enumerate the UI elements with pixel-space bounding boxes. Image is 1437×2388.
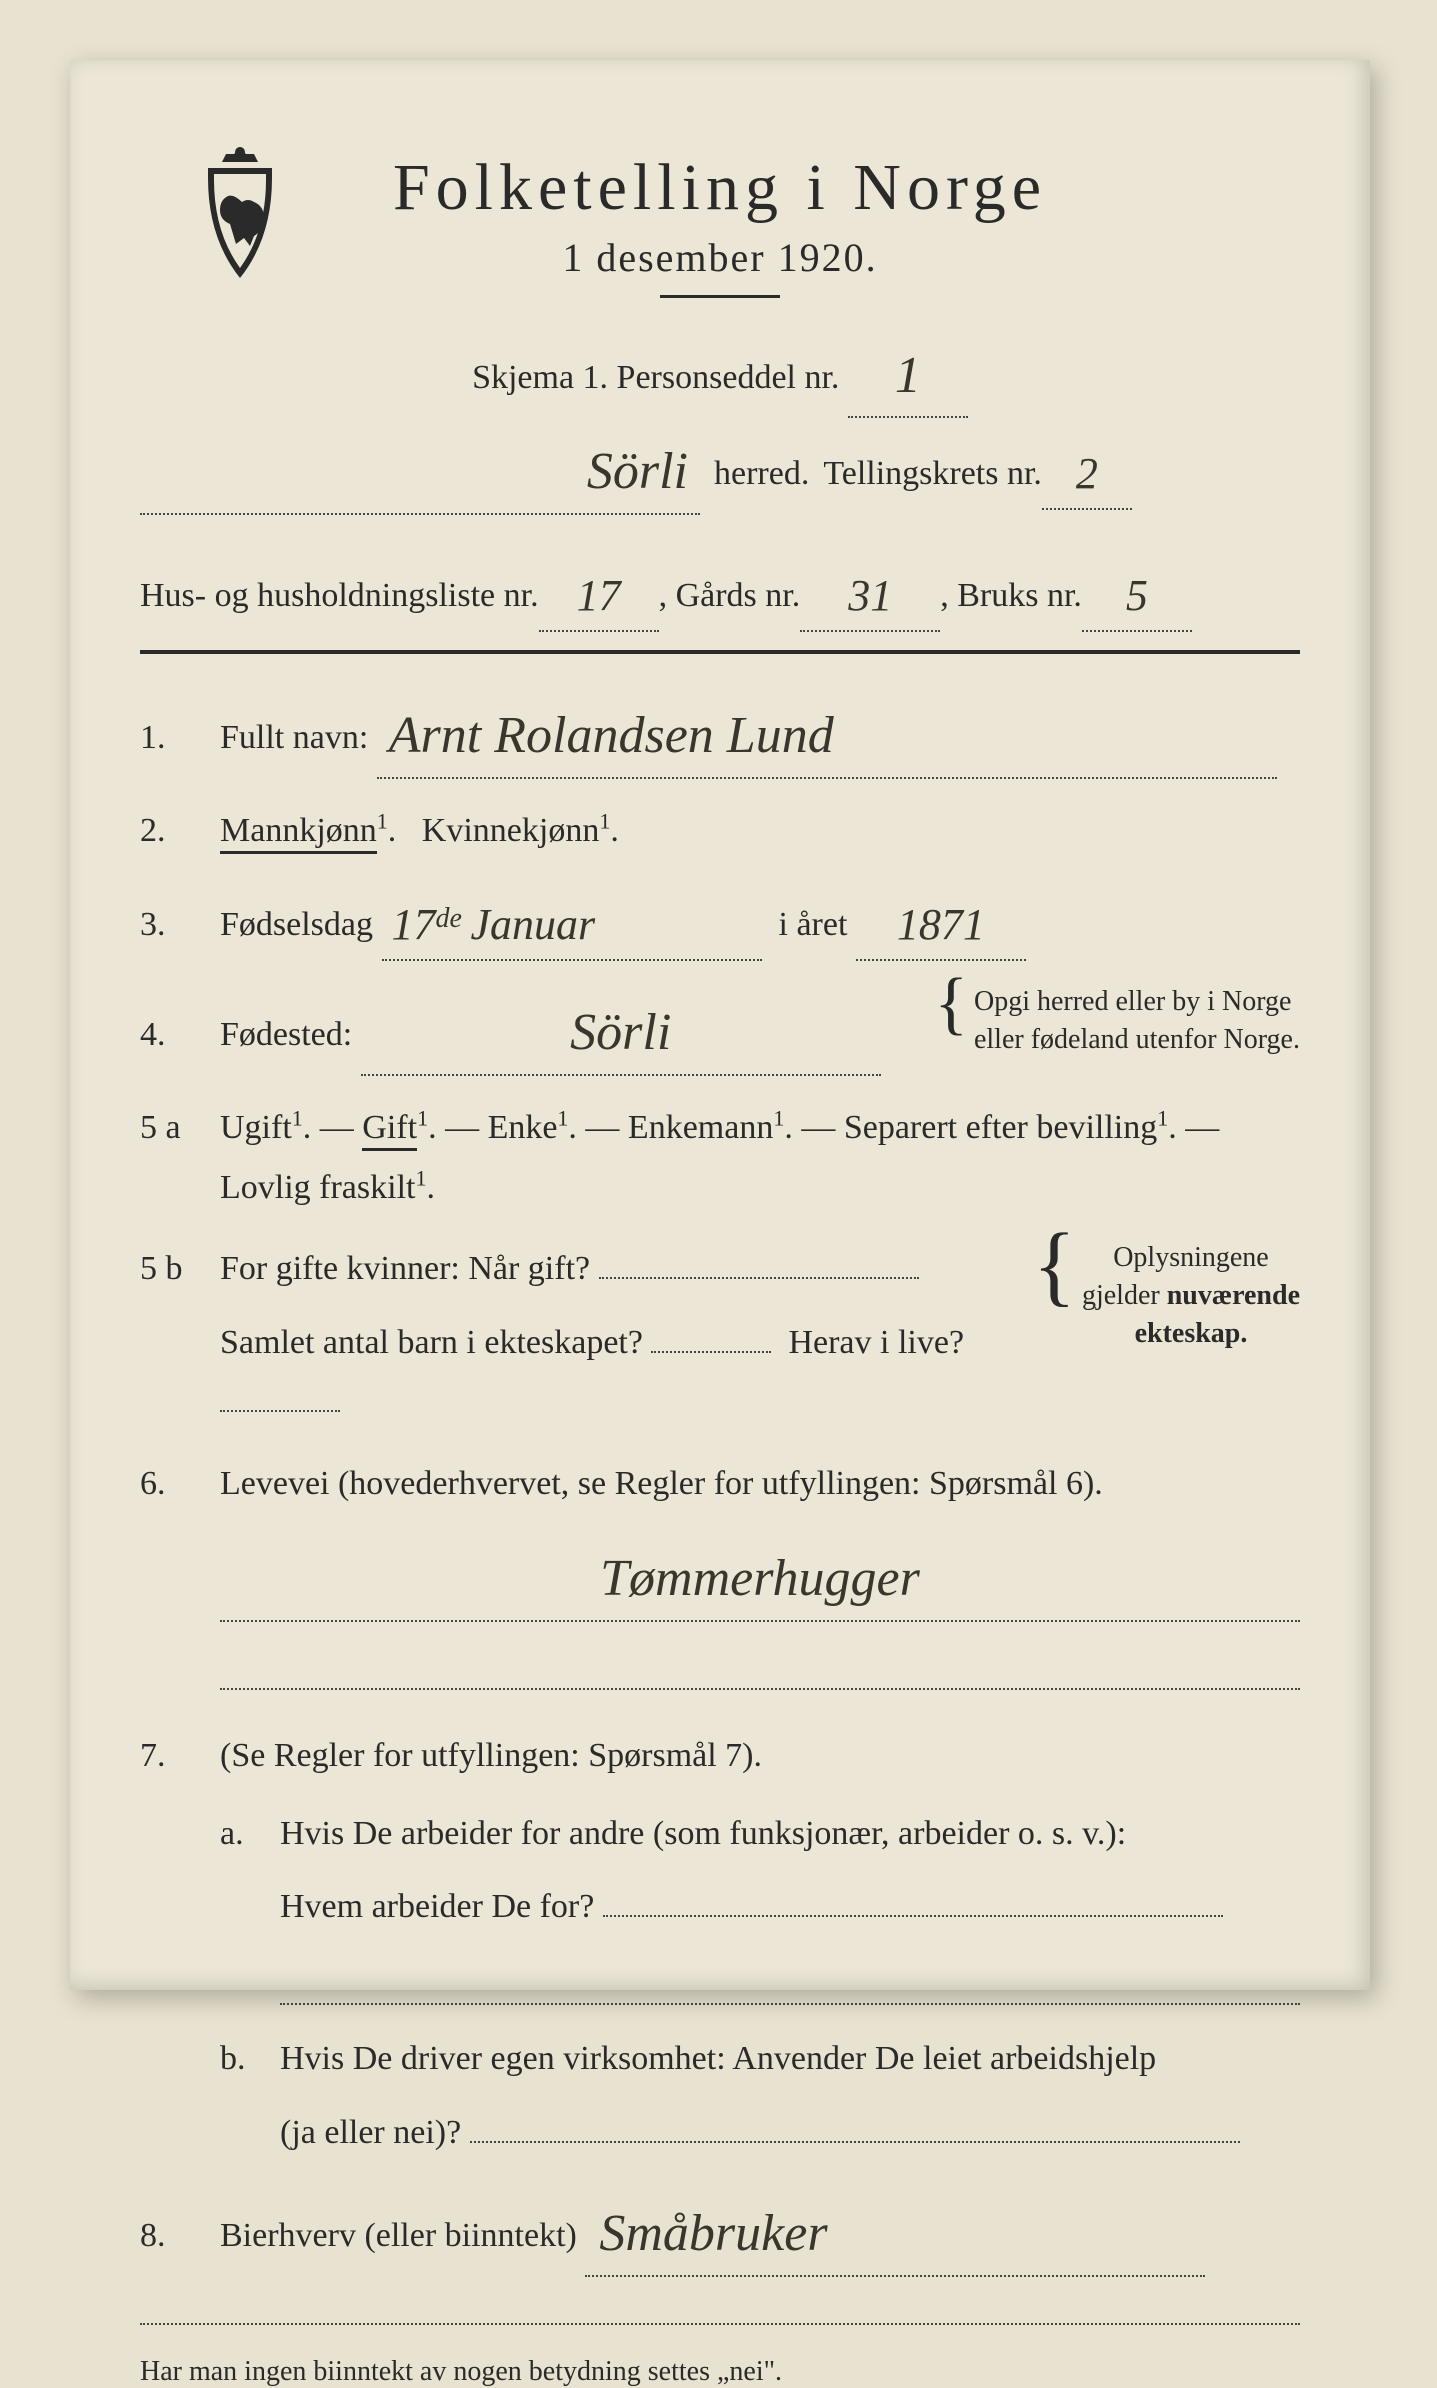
- q4-label: Fødested:: [220, 1016, 352, 1053]
- q5b-num: 5 b: [140, 1250, 220, 1288]
- q5b-row: 5 b For gifte kvinner: Når gift? Samlet …: [140, 1239, 1300, 1432]
- q5b-note-l3: ekteskap.: [1082, 1315, 1300, 1353]
- q4-note-l1: Opgi herred eller by i Norge: [974, 983, 1300, 1021]
- q8-label: Bierhverv (eller biinntekt): [220, 2217, 577, 2254]
- husliste-label: Hus- og husholdningsliste nr.: [140, 567, 539, 625]
- bruks-nr: 5: [1126, 571, 1148, 620]
- tellingskrets-nr: 2: [1076, 449, 1098, 498]
- divider-rule: [140, 650, 1300, 654]
- q6-row: 6. Levevei (hovederhvervet, se Regler fo…: [140, 1454, 1300, 1705]
- q1-label: Fullt navn:: [220, 719, 368, 756]
- q5b-l1: For gifte kvinner: Når gift?: [220, 1250, 590, 1287]
- q5a-num: 5 a: [140, 1109, 220, 1147]
- q4-row: 4. Fødested: Sörli { Opgi herred eller b…: [140, 983, 1300, 1076]
- q3-year: 1871: [897, 900, 985, 949]
- q2-num: 2.: [140, 812, 220, 850]
- bruks-label: , Bruks nr.: [940, 567, 1082, 625]
- q5b-note-l2: gjelder nuværende: [1082, 1277, 1300, 1315]
- list-numbers-row: Hus- og husholdningsliste nr. 17 , Gårds…: [140, 555, 1300, 632]
- gards-label: , Gårds nr.: [659, 567, 801, 625]
- q3-year-label: i året: [779, 906, 848, 943]
- q1-num: 1.: [140, 719, 220, 757]
- q7-row: 7. (Se Regler for utfyllingen: Spørsmål …: [140, 1726, 1300, 2162]
- herred-value: Sörli: [587, 443, 688, 500]
- brace-icon: {: [934, 983, 968, 1025]
- q3-day: 17: [392, 900, 436, 949]
- q3-month: Januar: [470, 900, 595, 949]
- q5b-note-l1: Oplysningene: [1082, 1239, 1300, 1277]
- husliste-nr: 17: [577, 571, 621, 620]
- q5b-note: Oplysningene gjelder nuværende ekteskap.: [1082, 1239, 1300, 1352]
- q5a-gift: Gift: [362, 1109, 417, 1151]
- q2-mann: Mannkjønn: [220, 812, 377, 854]
- q4-note-l2: eller fødeland utenfor Norge.: [974, 1021, 1300, 1059]
- q7-num: 7.: [140, 1737, 220, 1775]
- form-date: 1 desember 1920.: [140, 234, 1300, 281]
- tellingskrets-label: Tellingskrets nr.: [823, 445, 1042, 503]
- q7a-l1: Hvis De arbeider for andre (som funksjon…: [280, 1804, 1300, 1864]
- q3-row: 3. Fødselsdag 17de Januar i året 1871: [140, 882, 1300, 961]
- q7a-blank-line: [280, 1951, 1300, 2005]
- q4-value: Sörli: [570, 1004, 671, 1061]
- q5a-separert: Separert efter bevilling: [844, 1109, 1157, 1146]
- q8-row: 8. Bierhverv (eller biinntekt) Småbruker: [140, 2184, 1300, 2277]
- footer-note: Har man ingen biinntekt av nogen betydni…: [140, 2355, 1300, 2388]
- q5a-ugift: Ugift: [220, 1109, 292, 1146]
- personseddel-nr: 1: [895, 347, 921, 404]
- q4-num: 4.: [140, 1016, 220, 1054]
- q2-dot1: .: [388, 812, 397, 849]
- q2-sup1: 1: [377, 808, 388, 833]
- bottom-rule: [140, 2299, 1300, 2325]
- coat-of-arms-icon: [180, 140, 300, 290]
- q4-note: Opgi herred eller by i Norge eller fødel…: [974, 983, 1300, 1059]
- q2-dot2: .: [610, 812, 619, 849]
- q1-value: Arnt Rolandsen Lund: [389, 707, 834, 764]
- skjema-line: Skjema 1. Personseddel nr. 1: [140, 328, 1300, 418]
- q6-label: Levevei (hovederhvervet, se Regler for u…: [220, 1454, 1300, 1514]
- q8-num: 8.: [140, 2217, 220, 2255]
- q7b-l2: (ja eller nei)?: [280, 2114, 461, 2151]
- q5a-lovlig: Lovlig fraskilt: [220, 1169, 415, 1206]
- q5a-enke: Enke: [488, 1109, 558, 1146]
- q7-label: (Se Regler for utfyllingen: Spørsmål 7).: [220, 1726, 1300, 1786]
- q5b-l2b: Herav i live?: [788, 1324, 964, 1361]
- form-title: Folketelling i Norge: [140, 150, 1300, 226]
- q5a-enkemann: Enkemann: [628, 1109, 773, 1146]
- gards-nr: 31: [848, 571, 892, 620]
- brace-icon-2: {: [1033, 1239, 1076, 1293]
- q3-num: 3.: [140, 906, 220, 944]
- q8-value: Småbruker: [599, 2205, 827, 2262]
- q6-blank-line: [220, 1636, 1300, 1690]
- q3-day-sup: de: [436, 903, 462, 934]
- q7a-l2: Hvem arbeider De for?: [280, 1888, 594, 1925]
- q7a-num: a.: [220, 1804, 280, 2019]
- q5a-row: 5 a Ugift1. — Gift1. — Enke1. — Enkemann…: [140, 1098, 1300, 1217]
- q2-row: 2. Mannkjønn1. Kvinnekjønn1.: [140, 801, 1300, 861]
- herred-line: Sörli herred. Tellingskrets nr. 2: [140, 424, 1300, 514]
- q2-sup2: 1: [599, 808, 610, 833]
- q5b-l2a: Samlet antal barn i ekteskapet?: [220, 1324, 643, 1361]
- skjema-label: Skjema 1. Personseddel nr.: [472, 359, 839, 396]
- title-rule: [660, 295, 780, 298]
- q6-num: 6.: [140, 1465, 220, 1503]
- q7b-num: b.: [220, 2029, 280, 2162]
- census-form-page: Folketelling i Norge 1 desember 1920. Sk…: [70, 60, 1370, 1990]
- q2-kvinne: Kvinnekjønn: [422, 812, 600, 849]
- q3-label: Fødselsdag: [220, 906, 373, 943]
- herred-label: herred.: [714, 445, 809, 503]
- q1-row: 1. Fullt navn: Arnt Rolandsen Lund: [140, 686, 1300, 779]
- q6-value: Tømmerhugger: [600, 1550, 920, 1607]
- form-header: Folketelling i Norge 1 desember 1920. Sk…: [140, 150, 1300, 515]
- q7b-l1: Hvis De driver egen virksomhet: Anvender…: [280, 2029, 1300, 2089]
